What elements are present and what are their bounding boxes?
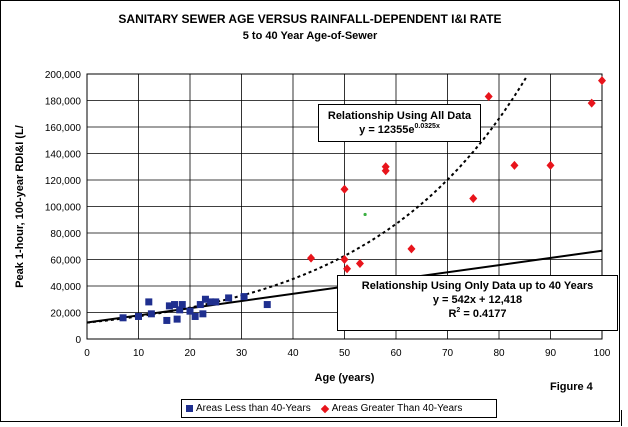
r2-prefix: R xyxy=(448,308,457,320)
data-point-diamond xyxy=(587,98,596,108)
formula-prefix: y = 12355e xyxy=(359,124,415,136)
legend-item-series2: Areas Greater Than 40-Years xyxy=(320,403,463,414)
x-tick-label: 50 xyxy=(339,348,351,359)
y-tick-label: 100,000 xyxy=(45,203,82,214)
data-point-square xyxy=(165,302,173,310)
data-point-diamond xyxy=(546,160,555,170)
data-point-square xyxy=(240,293,248,301)
square-marker-icon xyxy=(186,405,193,412)
chart-frame xyxy=(0,0,620,422)
data-point-diamond xyxy=(381,166,390,176)
data-point-square xyxy=(196,301,204,309)
formula-exponent: 0.0325x xyxy=(414,123,440,130)
chart-title: SANITARY SEWER AGE VERSUS RAINFALL-DEPEN… xyxy=(118,12,502,26)
data-point-diamond xyxy=(340,184,349,194)
y-tick-label: 160,000 xyxy=(45,123,82,134)
data-point-square xyxy=(145,298,153,306)
y-tick-label: 120,000 xyxy=(45,176,82,187)
x-tick-label: 70 xyxy=(442,348,454,359)
x-tick-label: 30 xyxy=(236,348,248,359)
data-point-square xyxy=(119,314,127,322)
annotation-all-formula: y = 12355e0.0325x xyxy=(319,123,480,137)
data-point-square xyxy=(186,307,194,315)
data-points xyxy=(119,76,606,324)
annotation-40-years: Relationship Using Only Data up to 40 Ye… xyxy=(337,275,618,331)
chart-plot: 0 10 20 30 40 50 60 70 80 90 100 0 20,000 40,000 60,00… xyxy=(14,70,611,384)
x-tick-label: 10 xyxy=(133,348,145,359)
legend: Areas Less than 40-Years Areas Greater T… xyxy=(181,399,497,418)
y-tick-label: 180,000 xyxy=(45,97,82,108)
data-point-square xyxy=(225,294,233,302)
y-tick-label: 60,000 xyxy=(50,256,81,267)
x-tick-label: 20 xyxy=(184,348,196,359)
stray-point xyxy=(363,212,367,217)
data-point-square xyxy=(212,298,220,306)
data-point-square xyxy=(201,295,209,303)
plot-area xyxy=(86,73,603,340)
annotation-all-data: Relationship Using All Data y = 12355e0.… xyxy=(318,104,481,142)
y-tick-label: 0 xyxy=(75,335,81,346)
annotation-40-r2: R2 = 0.4177 xyxy=(338,307,617,321)
data-point-diamond xyxy=(307,253,316,263)
data-point-diamond xyxy=(510,160,519,170)
data-point-square xyxy=(135,312,142,320)
data-point-diamond xyxy=(484,92,493,102)
y-tick-label: 80,000 xyxy=(50,229,81,240)
edge-mark xyxy=(621,410,622,426)
r2-exponent: 2 xyxy=(456,307,461,314)
y-axis-label: Peak 1-hour, 100-year RDI&I (L/ xyxy=(14,125,26,288)
data-point-diamond xyxy=(598,76,606,86)
r2-value: = 0.4177 xyxy=(460,308,507,320)
x-tick-label: 100 xyxy=(594,348,611,359)
y-tick-label: 140,000 xyxy=(45,150,82,161)
x-tick-label: 40 xyxy=(287,348,299,359)
y-tick-label: 200,000 xyxy=(45,70,82,81)
data-point-square xyxy=(173,315,181,323)
data-point-square xyxy=(207,298,215,306)
legend-label-series2: Areas Greater Than 40-Years xyxy=(331,403,463,414)
x-tick-label: 0 xyxy=(84,348,90,359)
data-point-square xyxy=(199,310,207,318)
x-axis-label: Age (years) xyxy=(315,372,375,384)
data-point-diamond xyxy=(407,244,416,254)
data-point-diamond xyxy=(340,255,349,264)
data-point-square xyxy=(171,301,179,309)
diamond-marker-icon xyxy=(320,404,329,413)
annotation-40-formula: y = 542x + 12,418 xyxy=(432,294,523,306)
legend-item-series1: Areas Less than 40-Years xyxy=(186,403,311,414)
data-point-square xyxy=(147,310,155,318)
x-tick-label: 90 xyxy=(545,348,557,359)
y-tick-label: 40,000 xyxy=(50,282,81,293)
tick-labels: 0 10 20 30 40 50 60 70 80 90 100 0 20,000 40,000 60,00… xyxy=(45,70,611,359)
data-point-square xyxy=(176,306,184,314)
x-tick-label: 80 xyxy=(493,348,505,359)
data-point-square xyxy=(191,312,199,320)
figure-label: Figure 4 xyxy=(550,381,593,393)
data-point-diamond xyxy=(469,194,478,204)
data-point-square xyxy=(163,316,171,324)
legend-label-series1: Areas Less than 40-Years xyxy=(196,403,311,414)
data-point-diamond xyxy=(355,258,364,268)
x-tick-label: 60 xyxy=(390,348,402,359)
annotation-40-heading: Relationship Using Only Data up to 40 Ye… xyxy=(361,280,594,292)
y-tick-label: 20,000 xyxy=(50,309,81,320)
data-point-square xyxy=(263,301,271,309)
data-point-square xyxy=(178,301,186,309)
chart-subtitle: 5 to 40 Year Age-of-Sewer xyxy=(242,30,378,42)
annotation-all-heading: Relationship Using All Data xyxy=(327,110,472,122)
data-point-diamond xyxy=(343,264,352,274)
